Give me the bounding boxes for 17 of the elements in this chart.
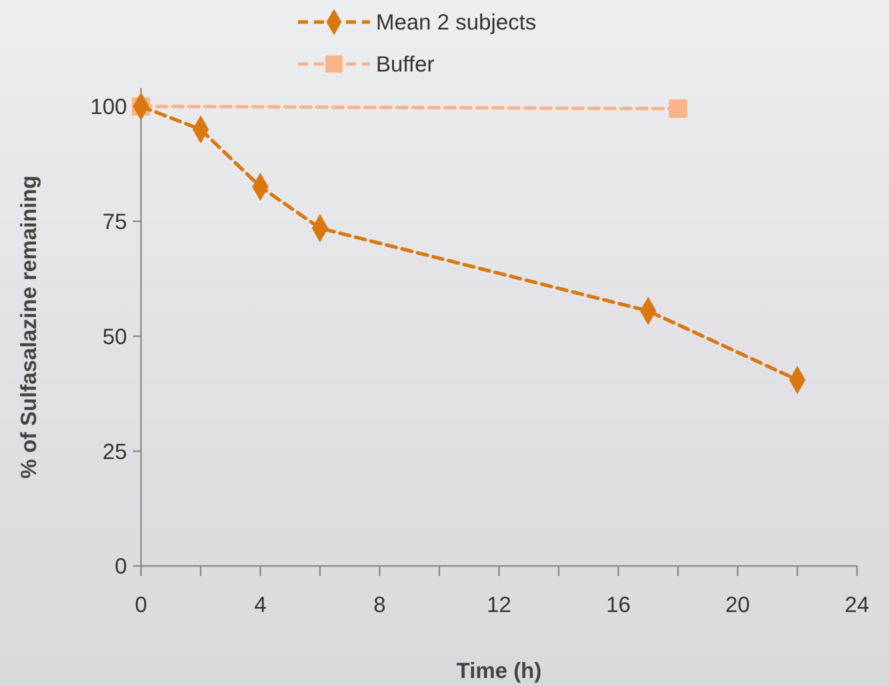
x-tick-label: 0 (134, 592, 148, 617)
x-tick-label: 16 (606, 592, 631, 617)
x-axis-title: Time (h) (456, 658, 542, 683)
point (668, 100, 688, 118)
y-tick-label: 100 (90, 94, 127, 120)
y-tick-label: 75 (102, 208, 127, 234)
y-tick-label: 25 (102, 438, 127, 464)
x-tick-label: 4 (254, 592, 266, 617)
legend-label: Mean 2 subjects (376, 10, 536, 35)
x-tick-label: 20 (725, 592, 750, 617)
x-tick-label: 8 (374, 592, 386, 617)
y-axis-title: % of Sulfasalazine remaining (16, 175, 41, 479)
y-tick-label: 0 (114, 554, 127, 579)
legend-label: Buffer (376, 52, 434, 77)
x-tick-label: 24 (844, 592, 870, 617)
x-tick-label: 12 (486, 592, 512, 617)
y-tick-label: 50 (102, 324, 127, 349)
